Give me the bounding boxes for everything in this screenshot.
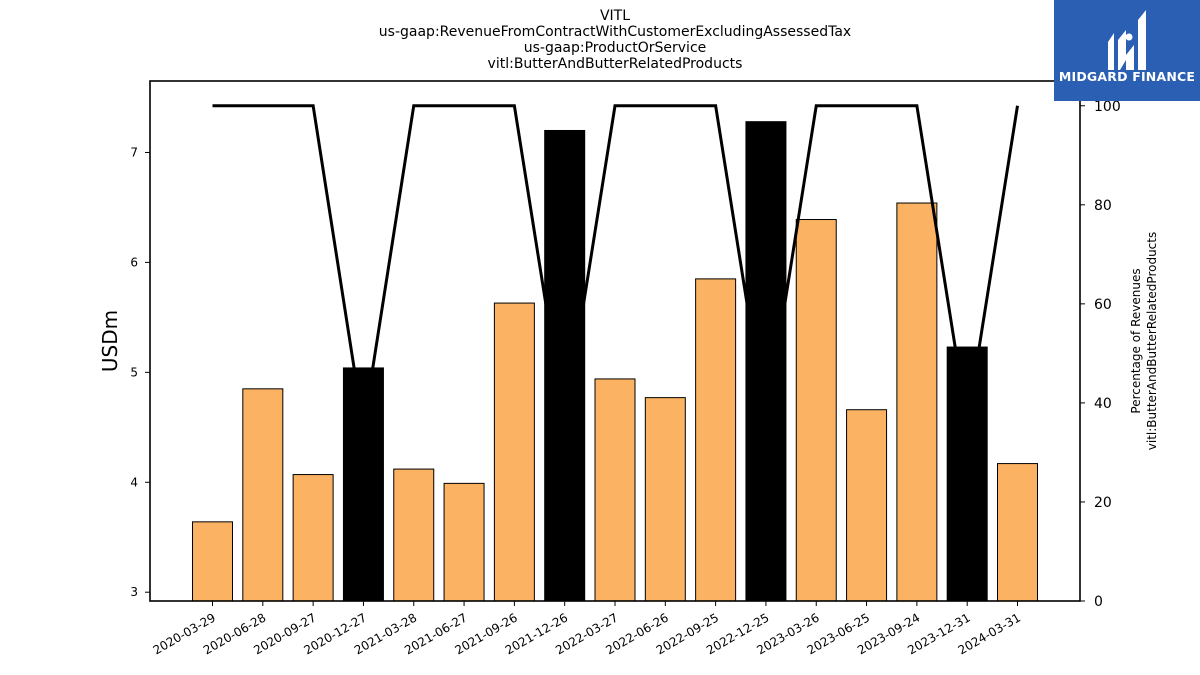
y-tick-label: 7 xyxy=(130,145,138,159)
bar xyxy=(846,409,888,602)
title-line: us-gaap:ProductOrService xyxy=(524,40,707,56)
bar xyxy=(695,278,737,602)
y-right-tick-label: 60 xyxy=(1094,297,1112,313)
bar xyxy=(443,482,485,602)
y-right-tick-label: 20 xyxy=(1094,495,1112,511)
bar xyxy=(896,202,938,602)
bar xyxy=(946,346,988,602)
logo-background xyxy=(1054,0,1200,101)
y-tick-label: 3 xyxy=(130,585,138,599)
bar xyxy=(745,121,787,602)
title-line: vitl:ButterAndButterRelatedProducts xyxy=(488,56,743,72)
y-tick-label: 5 xyxy=(130,365,138,379)
bar xyxy=(795,219,837,602)
line-layer xyxy=(212,104,1019,428)
title-line: us-gaap:RevenueFromContractWithCustomerE… xyxy=(379,24,851,40)
bar xyxy=(192,521,233,602)
bar xyxy=(393,468,435,602)
y-right-tick-label: 100 xyxy=(1094,99,1121,115)
chart-title: VITL us-gaap:RevenueFromContractWithCust… xyxy=(379,8,851,72)
right-axis-label-line: vitl:ButterAndButterRelatedProducts xyxy=(1145,232,1159,450)
bar xyxy=(292,474,334,602)
y-axis-label: USDm xyxy=(98,310,122,372)
y-right-tick-label: 40 xyxy=(1094,396,1112,412)
bar xyxy=(242,388,284,602)
bar xyxy=(544,129,586,602)
brand-logo: MIDGARD FINANCE xyxy=(1054,0,1200,101)
bar xyxy=(997,463,1038,602)
bar xyxy=(644,397,686,602)
bar xyxy=(493,302,535,602)
right-axis-label-line: Percentage of Revenues xyxy=(1129,268,1143,413)
title-line: VITL xyxy=(600,8,630,24)
logo-text: MIDGARD FINANCE xyxy=(1059,69,1195,84)
y-right-tick-label: 80 xyxy=(1094,198,1112,214)
logo-mark-icon xyxy=(1108,10,1146,70)
y-right-tick-label: 0 xyxy=(1094,594,1103,610)
bar xyxy=(342,367,384,602)
bars xyxy=(192,121,1038,602)
bar xyxy=(594,378,636,602)
y-tick-label: 4 xyxy=(130,475,138,489)
percentage-line xyxy=(212,104,1019,428)
y-tick-label: 6 xyxy=(130,255,138,269)
